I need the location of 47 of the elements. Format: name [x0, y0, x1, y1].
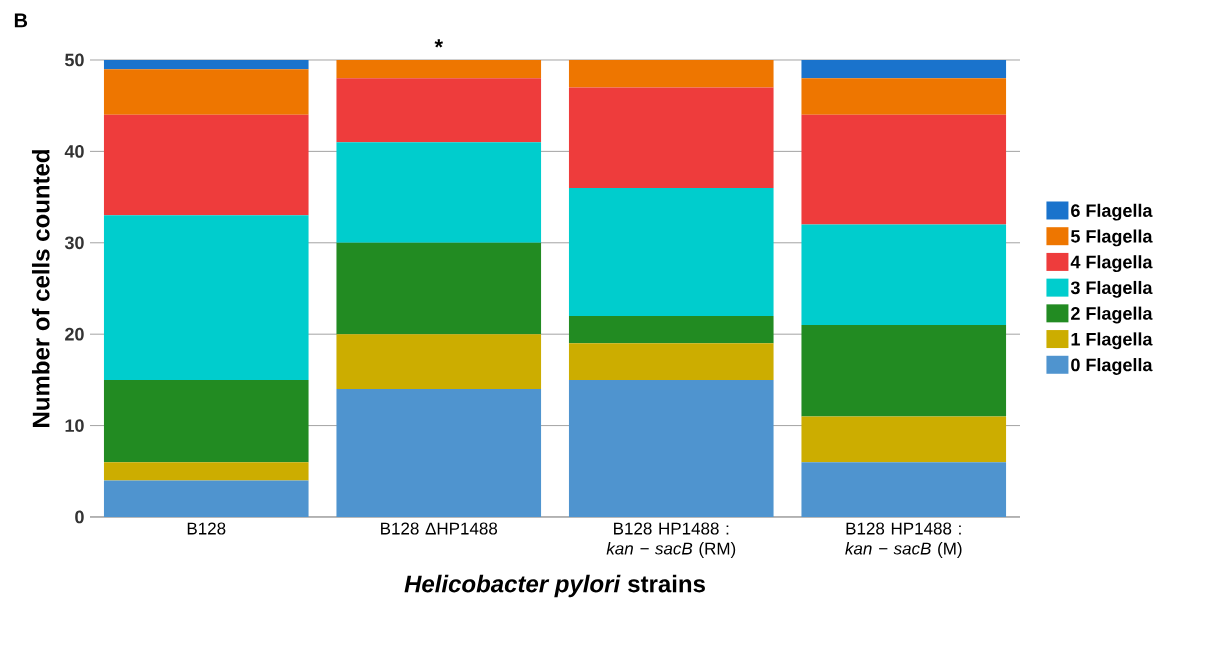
bar	[103, 215, 309, 380]
legend-label: 2 Flagella	[1071, 306, 1153, 324]
bar	[336, 142, 542, 243]
bar	[103, 462, 309, 481]
annotation: *	[434, 39, 444, 48]
bar	[801, 114, 1007, 225]
bar	[103, 59, 309, 70]
bar	[801, 224, 1007, 326]
bar	[568, 315, 774, 344]
legend-label: 0 Flagella	[1071, 358, 1153, 375]
bar	[568, 343, 774, 380]
bar	[801, 78, 1007, 115]
legend-label: 4 Flagella	[1070, 255, 1153, 273]
bar	[336, 389, 542, 517]
bar	[568, 379, 774, 517]
bar	[801, 59, 1007, 79]
legend-label: 5 Flagella	[1070, 229, 1153, 247]
x-axis-title: Helicobacter pylori strains	[404, 574, 705, 598]
y-tick-label: 10	[65, 419, 84, 432]
legend-label: 6 Flagella	[1071, 203, 1153, 221]
bar	[336, 78, 542, 143]
bar	[336, 242, 542, 335]
y-axis-title: Number of cells counted	[31, 150, 50, 427]
bar	[336, 59, 542, 79]
bar	[336, 334, 542, 390]
bar	[801, 462, 1007, 517]
bar	[103, 69, 309, 115]
x-tick-label: B128 HP1488 : kan − sacB (M)	[845, 522, 962, 558]
bar	[103, 114, 309, 216]
legend-label: 3 Flagella	[1070, 280, 1153, 298]
bar	[801, 416, 1007, 463]
bar	[103, 480, 309, 517]
y-tick-label: 20	[65, 327, 84, 341]
bar	[103, 379, 309, 463]
text: B	[14, 13, 28, 28]
y-tick-label: 0	[75, 510, 84, 524]
legend-label: 1 Flagella	[1071, 332, 1153, 350]
bar	[568, 87, 774, 188]
y-tick-label: 50	[65, 53, 84, 67]
x-tick-label: B128 HP1488 : kan − sacB (RM)	[606, 522, 736, 558]
bar	[801, 325, 1007, 417]
x-tick-label: B128 ΔHP1488	[381, 522, 498, 535]
y-tick-label: 30	[64, 236, 84, 250]
bar	[568, 187, 774, 316]
bar	[568, 59, 774, 88]
y-tick-label: 40	[64, 145, 84, 158]
x-tick-label: B128	[187, 522, 226, 535]
